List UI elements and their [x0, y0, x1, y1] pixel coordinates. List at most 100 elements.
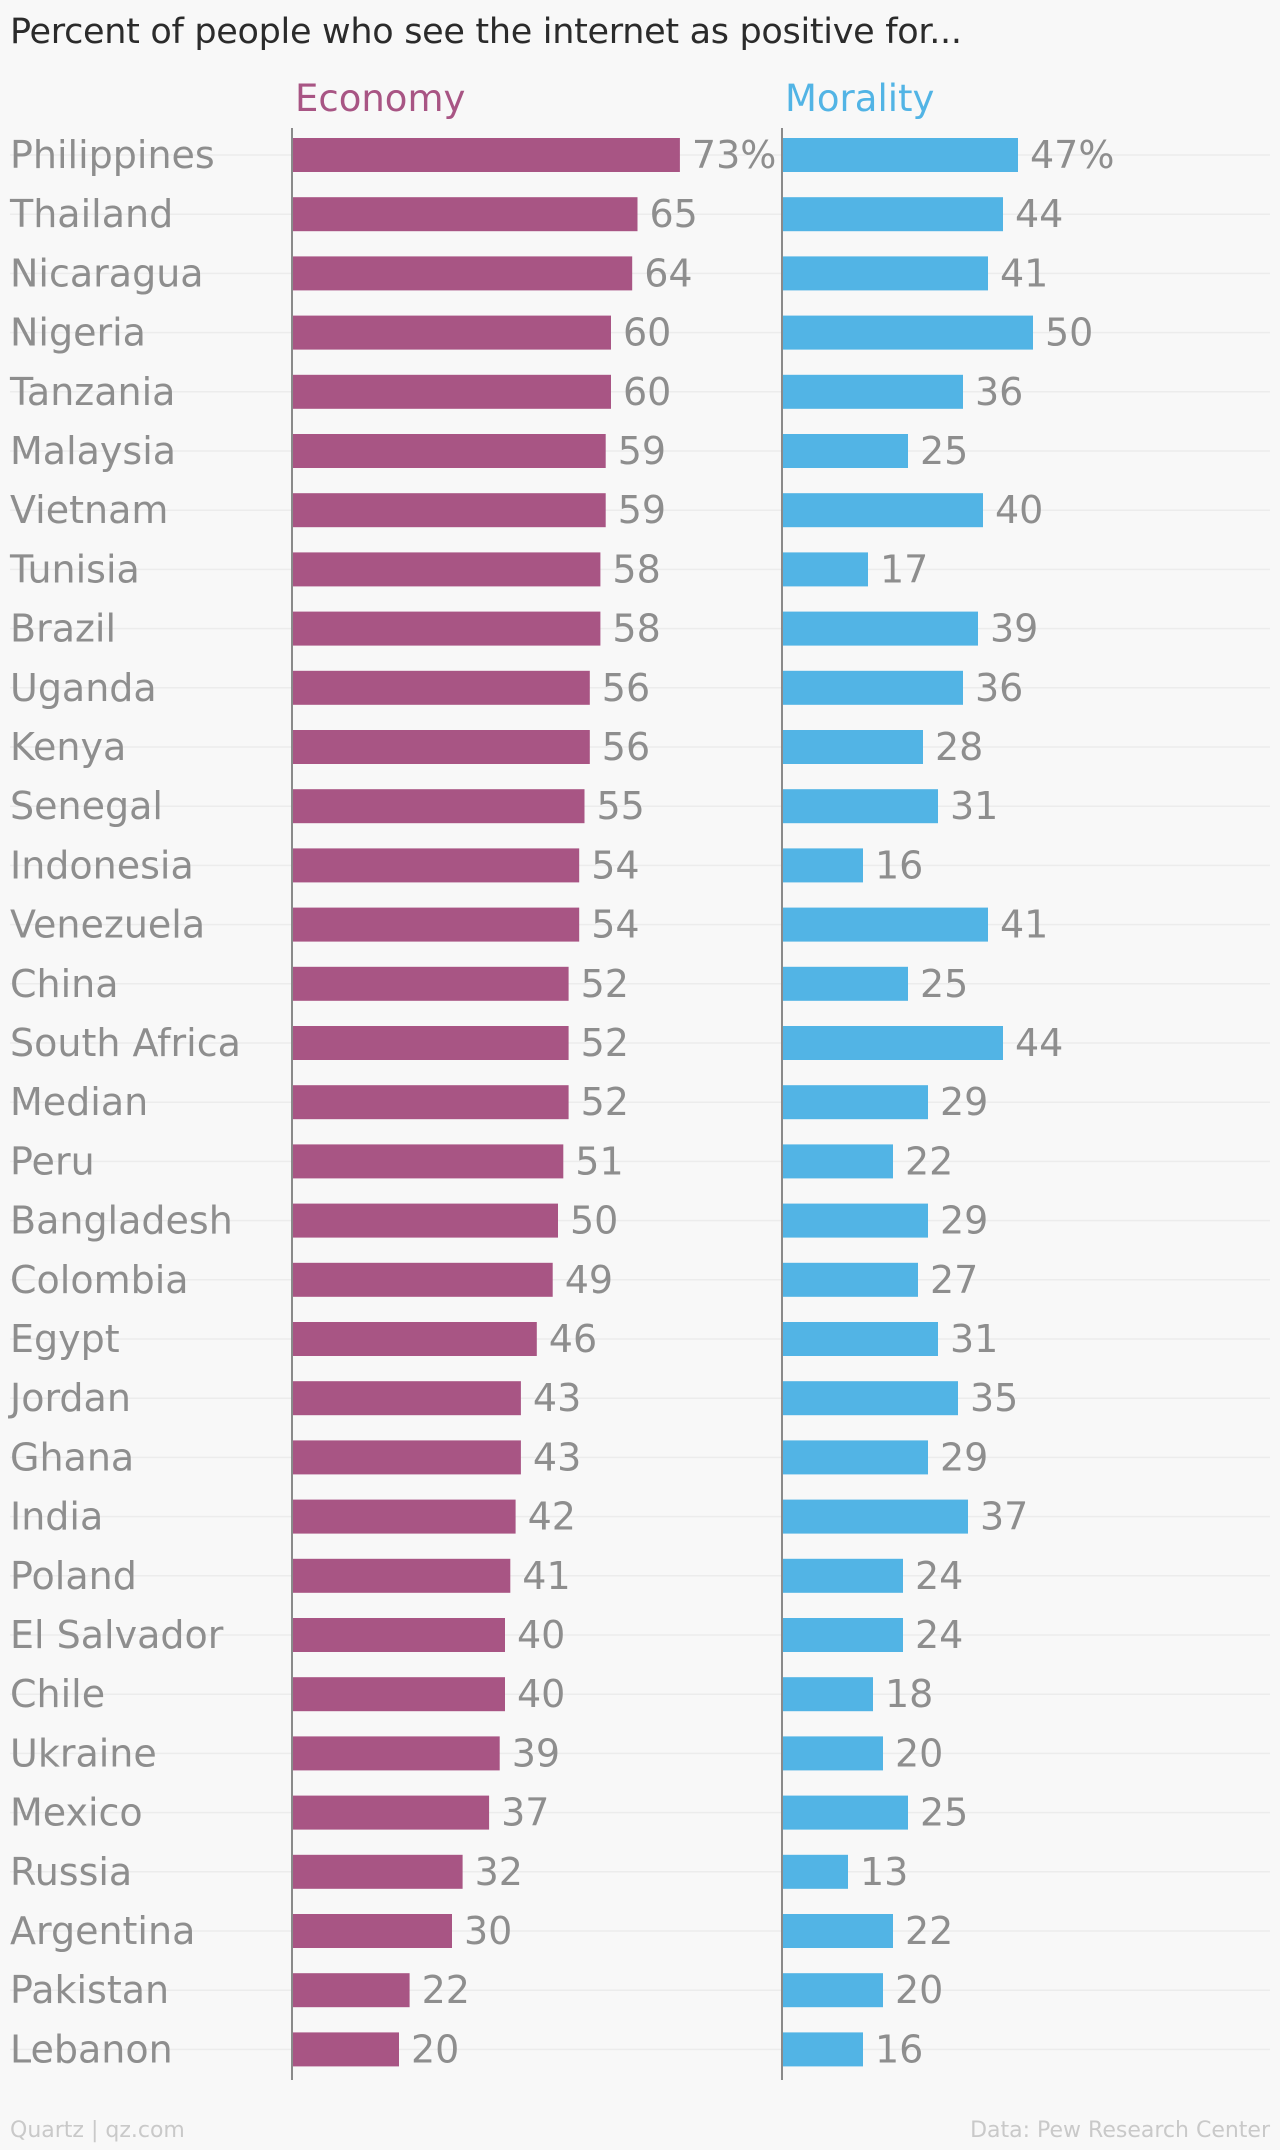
- category-label: Median: [10, 1080, 148, 1124]
- category-label: Nigeria: [10, 311, 146, 355]
- data-label: 54: [591, 903, 639, 947]
- category-label: Mexico: [10, 1791, 143, 1835]
- data-label: 32: [475, 1850, 523, 1894]
- data-label: 50: [570, 1199, 618, 1243]
- category-label: Indonesia: [10, 843, 194, 887]
- bar: [293, 2032, 399, 2067]
- bar: [783, 1085, 928, 1120]
- category-label: Vietnam: [10, 488, 168, 532]
- data-label: 55: [597, 784, 645, 828]
- bar: [293, 1440, 521, 1475]
- bar: [783, 552, 868, 587]
- data-label: 40: [517, 1613, 565, 1657]
- data-label: 13: [860, 1850, 908, 1894]
- data-label: 73%: [692, 133, 776, 177]
- category-label: Egypt: [10, 1317, 120, 1361]
- category-label: Uganda: [10, 666, 157, 710]
- data-label: 59: [618, 488, 666, 532]
- category-label: Nicaragua: [10, 251, 204, 295]
- data-label: 52: [581, 1021, 629, 1065]
- bar: [783, 1558, 903, 1593]
- data-label: 42: [528, 1495, 576, 1539]
- bar: [783, 374, 963, 409]
- bar: [293, 315, 611, 350]
- data-label: 20: [895, 1731, 943, 1775]
- category-label: Ukraine: [10, 1731, 157, 1775]
- bar: [293, 256, 633, 291]
- data-label: 46: [549, 1317, 597, 1361]
- category-label: Argentina: [10, 1909, 195, 1953]
- bar: [783, 1854, 848, 1889]
- category-label: India: [10, 1495, 103, 1539]
- data-label: 43: [533, 1376, 581, 1420]
- bar: [293, 611, 601, 646]
- data-label: 18: [885, 1672, 933, 1716]
- bar: [293, 730, 590, 764]
- bar: [783, 789, 938, 824]
- data-label: 65: [650, 192, 698, 236]
- category-label: Lebanon: [10, 2027, 173, 2071]
- bar: [293, 552, 601, 587]
- data-label: 37: [501, 1791, 549, 1835]
- data-label: 43: [533, 1435, 581, 1479]
- data-label: 40: [995, 488, 1043, 532]
- bar: [783, 493, 983, 528]
- bar: [783, 1677, 873, 1712]
- category-label: Jordan: [8, 1376, 131, 1420]
- data-label: 31: [950, 1317, 998, 1361]
- data-label: 36: [975, 370, 1023, 414]
- data-label: 51: [575, 1139, 623, 1183]
- bar: [293, 907, 580, 942]
- bar: [783, 1973, 883, 2008]
- data-label: 25: [920, 1791, 968, 1835]
- data-label: 20: [411, 2027, 459, 2071]
- bar: [293, 1203, 558, 1238]
- data-label: 58: [612, 607, 660, 651]
- bar: [783, 848, 863, 883]
- category-label: Kenya: [10, 725, 126, 769]
- bar: [783, 1262, 918, 1297]
- bar: [783, 1144, 893, 1179]
- data-label: 50: [1045, 311, 1093, 355]
- bar: [293, 1795, 490, 1830]
- bar: [293, 1618, 505, 1652]
- bar: [293, 848, 580, 883]
- data-label: 29: [940, 1435, 988, 1479]
- bar: [783, 1736, 883, 1771]
- bar: [783, 434, 908, 468]
- data-label: 40: [517, 1672, 565, 1716]
- bar: [293, 374, 611, 409]
- data-label: 22: [905, 1139, 953, 1183]
- data-label: 16: [875, 2027, 923, 2071]
- data-label: 64: [644, 251, 692, 295]
- bar: [293, 966, 569, 1001]
- category-label: Tunisia: [9, 547, 140, 591]
- bar: [783, 1914, 893, 1948]
- data-label: 54: [591, 843, 639, 887]
- bar: [783, 138, 1018, 172]
- category-label: Brazil: [10, 607, 116, 651]
- data-label: 22: [422, 1968, 470, 2012]
- bar: [293, 1144, 564, 1179]
- category-label: Tanzania: [9, 370, 175, 414]
- bar: [783, 670, 963, 705]
- bar: [783, 1795, 908, 1830]
- data-label: 49: [565, 1258, 613, 1302]
- bar: [293, 789, 585, 824]
- bar: [293, 1914, 452, 1948]
- bar: [293, 493, 606, 528]
- data-label: 31: [950, 784, 998, 828]
- data-label: 41: [522, 1554, 570, 1598]
- data-label: 39: [512, 1731, 560, 1775]
- bar: [783, 2032, 863, 2067]
- data-label: 41: [1000, 903, 1048, 947]
- series-name: Economy: [295, 77, 465, 120]
- footer-credit: Quartz | qz.com: [10, 2118, 185, 2143]
- data-label: 37: [980, 1495, 1028, 1539]
- data-label: 44: [1015, 1021, 1063, 1065]
- category-label: Ghana: [10, 1435, 134, 1479]
- category-label: Philippines: [10, 133, 215, 177]
- chart-title: Percent of people who see the internet a…: [10, 12, 962, 52]
- data-label: 24: [915, 1554, 963, 1598]
- data-label: 29: [940, 1199, 988, 1243]
